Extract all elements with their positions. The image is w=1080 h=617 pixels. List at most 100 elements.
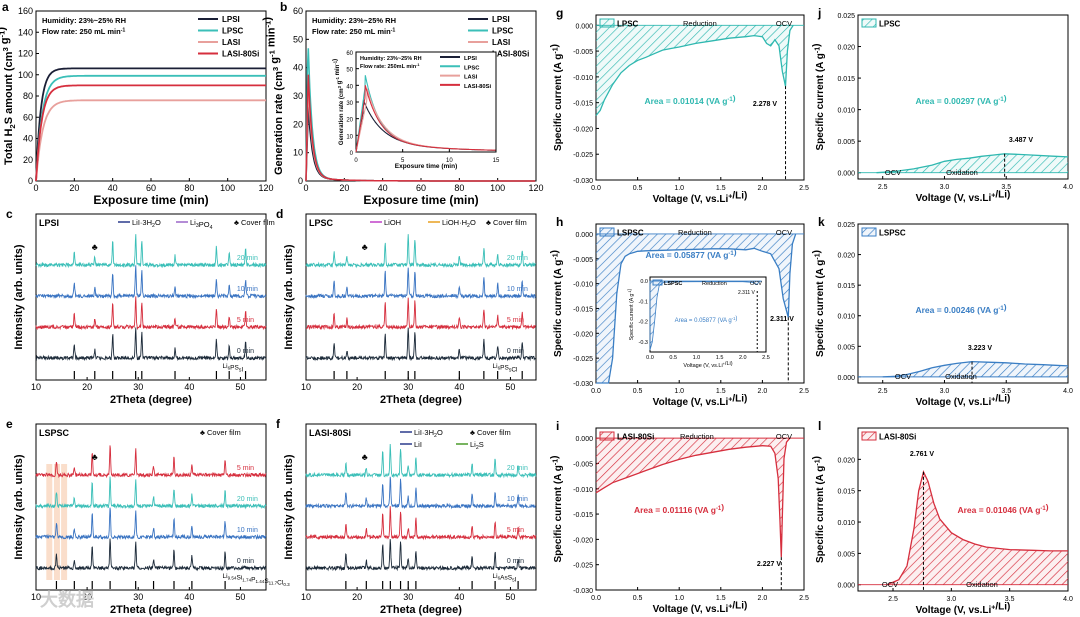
region-label: Oxidation xyxy=(946,168,978,177)
x-tick-label: 15 xyxy=(493,158,500,164)
legend-label: LPSC xyxy=(222,27,244,36)
legend-label: ♣ Cover film xyxy=(234,218,275,227)
plot-frame xyxy=(857,223,1069,384)
y-tick-label: 0.015 xyxy=(837,76,855,83)
legend-label: LPSC xyxy=(464,65,480,71)
legend-label: LPSC xyxy=(879,20,901,29)
panel-letter: j xyxy=(817,6,821,20)
panel-title: LPSC xyxy=(309,218,334,228)
y-tick-label: 0.015 xyxy=(837,489,855,496)
x-tick-label: 50 xyxy=(505,382,515,392)
legend-swatch xyxy=(861,227,877,237)
y-tick-label: 0.020 xyxy=(837,253,855,260)
xrd-trace xyxy=(35,507,267,541)
xrd-trace xyxy=(35,265,267,300)
highlight-band xyxy=(61,464,68,580)
x-tick-label: 2.5 xyxy=(888,596,898,603)
region-label: Reduction xyxy=(680,432,714,441)
x-axis-label: Exposure time (min) xyxy=(93,193,208,207)
x-axis-label: Voltage (V, vs.Li+/Li) xyxy=(653,394,748,409)
inset-y-label: Generation rate (cm3 g-1 min-1) xyxy=(333,59,345,145)
panel-title: LSPSC xyxy=(39,428,70,438)
trace-time-label: 20 min xyxy=(237,496,258,503)
panel-letter: f xyxy=(276,417,281,431)
x-tick-label: 4.0 xyxy=(1063,596,1073,603)
trace-time-label: 20 min xyxy=(237,255,258,262)
area-curve xyxy=(596,233,797,384)
panel-letter: k xyxy=(818,215,825,229)
area-label: Area = 0.05877 (VA g-1) xyxy=(645,247,736,260)
region-label: OCV xyxy=(885,168,901,177)
peak-label: 2.761 V xyxy=(910,451,934,458)
x-tick-label: 60 xyxy=(146,183,156,193)
legend-label: LPSC xyxy=(492,27,514,36)
trace-time-label: 0 min xyxy=(507,348,524,355)
region-label: Reduction xyxy=(683,19,717,28)
inset-chart: 0 5 10 15 0 10 20 30 40 50 60 Humidity: 23%~25% RHF… xyxy=(333,51,500,170)
y-axis-label: Specific current (A g-1) xyxy=(812,456,827,563)
y-tick-label: 0.000 xyxy=(837,375,855,382)
y-tick-label: -0.015 xyxy=(573,512,593,519)
panel-letter: a xyxy=(2,0,9,14)
x-axis-label: Voltage (V, vs.Li+/Li) xyxy=(916,190,1011,205)
x-tick-label: 1.5 xyxy=(716,595,726,602)
legend-label: LSPSC xyxy=(879,229,906,238)
y-axis-label: Specific current (A g-1) xyxy=(550,455,565,562)
highlight-band xyxy=(53,464,60,580)
area-label: Area = 0.01014 (VA g-1) xyxy=(644,93,735,106)
x-tick-label: 40 xyxy=(184,592,194,602)
xrd-trace xyxy=(305,506,537,541)
plot-frame xyxy=(857,14,1069,180)
legend-label: LiI xyxy=(414,440,422,449)
cover-film-marker: ♣ xyxy=(362,452,368,462)
peak-label: 3.487 V xyxy=(1009,137,1033,144)
y-tick-label: -0.020 xyxy=(573,331,593,338)
xrd-trace xyxy=(305,476,536,510)
area-fill xyxy=(876,153,1068,173)
inset-x-tick-label: 2.0 xyxy=(739,355,747,361)
region-label: OCV xyxy=(776,228,792,237)
trace-time-label: 5 min xyxy=(507,317,524,324)
legend-label: ♣ Cover film xyxy=(486,218,527,227)
legend-swatch xyxy=(599,18,615,28)
x-tick-label: 50 xyxy=(235,382,245,392)
trace-time-label: 20 min xyxy=(507,255,528,262)
cover-film-marker: ♣ xyxy=(362,242,368,252)
y-tick-label: 10 xyxy=(293,148,303,158)
area-label: Area = 0.01046 (VA g-1) xyxy=(957,502,1048,515)
x-tick-label: 4.0 xyxy=(1063,184,1073,191)
x-tick-label: 2.5 xyxy=(799,388,809,395)
region-label: OCV xyxy=(882,580,898,589)
trace-time-label: 10 min xyxy=(237,527,258,534)
series-line xyxy=(35,67,266,182)
inset-x-tick-label: 1.5 xyxy=(716,355,724,361)
reference-label: Li6PS5I xyxy=(223,363,244,373)
y-tick-label: 40 xyxy=(346,84,353,90)
x-tick-label: 2.0 xyxy=(758,185,768,192)
y-tick-label: 0.010 xyxy=(837,520,855,527)
x-tick-label: 1.0 xyxy=(674,185,684,192)
x-tick-label: 100 xyxy=(490,183,505,193)
inset-x-tick-label: 2.5 xyxy=(762,355,770,361)
y-tick-label: -0.010 xyxy=(573,282,593,289)
y-axis-label: Generation rate (cm3 g-1 min-1) xyxy=(261,17,285,175)
y-tick-label: 0.000 xyxy=(575,23,593,30)
y-tick-label: -0.020 xyxy=(573,126,593,133)
y-tick-label: 20 xyxy=(23,155,33,165)
y-tick-label: -0.030 xyxy=(573,381,593,388)
panel-letter: i xyxy=(556,419,559,433)
inset-x-label: Exposure time (min) xyxy=(395,163,457,170)
x-tick-label: 1.0 xyxy=(674,388,684,395)
series-line xyxy=(305,74,536,182)
x-tick-label: 0.5 xyxy=(633,388,643,395)
y-tick-label: 20 xyxy=(293,119,303,129)
inset-y-tick-label: -0.2 xyxy=(639,320,648,326)
panel-e: 10 20 30 40 50 0 min 10 min 20 min 5 min Li9.54Si… xyxy=(6,417,290,616)
x-tick-label: 1.5 xyxy=(716,388,726,395)
x-tick-label: 20 xyxy=(82,592,92,602)
panel-letter: b xyxy=(280,0,287,14)
y-tick-label: 30 xyxy=(346,101,353,107)
xrd-trace xyxy=(35,296,267,331)
panel-k: 2.5 3.0 3.5 4.0 0.000 0.005 0.010 0.015 0.020 0.0… xyxy=(812,215,1073,408)
